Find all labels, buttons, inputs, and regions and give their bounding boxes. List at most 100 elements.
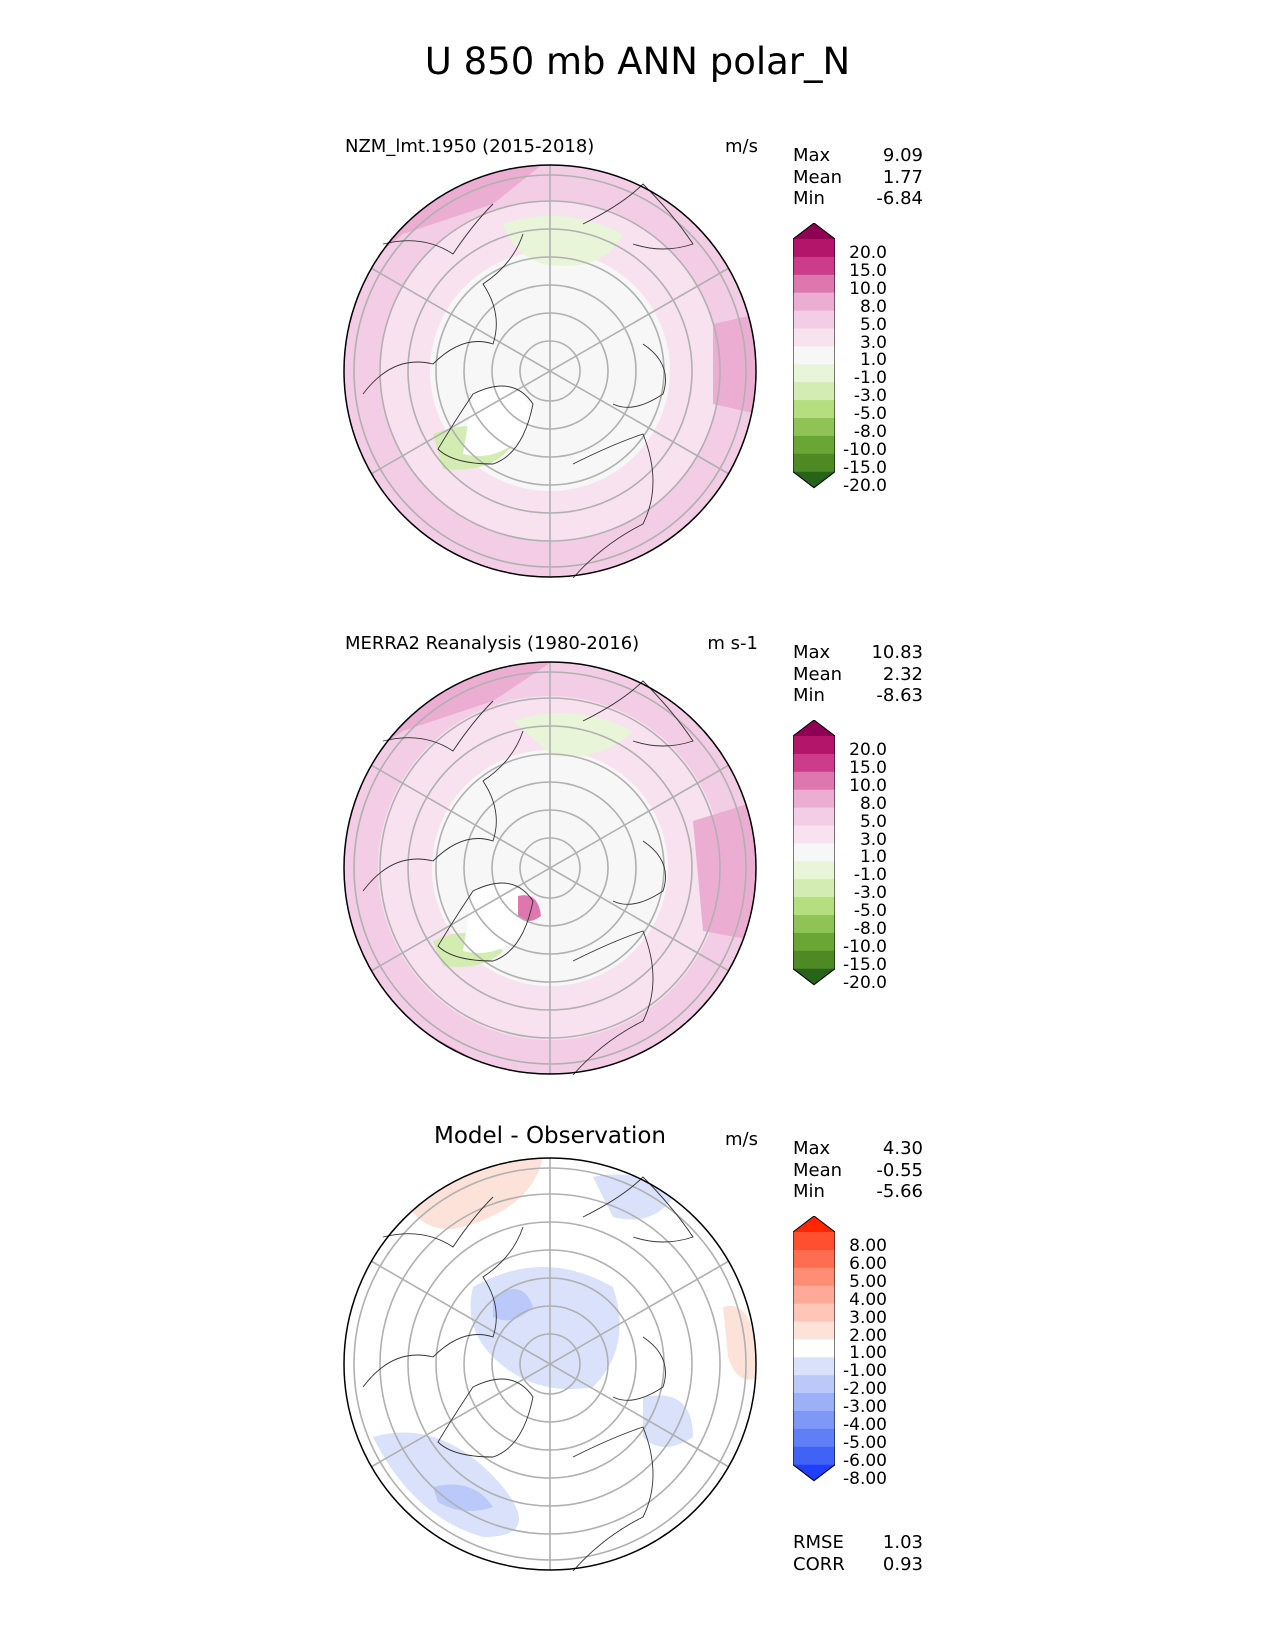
- colorbar-outline: [793, 720, 835, 986]
- cbar-tick: 6.00: [849, 1253, 887, 1274]
- colorbar-segment: [793, 861, 835, 880]
- map-boundary: [343, 1157, 757, 1571]
- figure-title: U 850 mb ANN polar_N: [424, 40, 851, 83]
- panel-diff: Model - Observation m/s Max 4.30 Mean -0.5…: [0, 0, 1275, 1571]
- error-stats: RMSE 1.03 CORR 0.93: [793, 1532, 923, 1575]
- colorbar-segment: [793, 346, 835, 365]
- colorbar-segment: [793, 807, 835, 826]
- stat-value: 1.77: [882, 166, 923, 188]
- panel-title: MERRA2 Reanalysis (1980-2016): [345, 633, 640, 654]
- stat-value: 0.93: [882, 1553, 923, 1575]
- coastlines: [362, 680, 694, 1075]
- stat-value: -8.63: [876, 685, 923, 707]
- stat-label: Max: [793, 1138, 831, 1159]
- field-neg-sw-core: [433, 1484, 493, 1511]
- cbar-tick: 8.0: [859, 296, 887, 317]
- cbar-tick: -8.0: [853, 919, 887, 940]
- colorbar-segment: [793, 310, 835, 329]
- colorbar-segment: [793, 771, 835, 791]
- cbar-tick: -2.00: [843, 1379, 887, 1400]
- field-pos-e: [723, 1305, 756, 1380]
- stat-label: Min: [793, 685, 825, 707]
- colorbar-labels: 20.0 15.0 10.0 8.0 5.0 3.0 1.0 -1.0 -3.0…: [837, 243, 887, 496]
- stat-label: CORR: [793, 1553, 845, 1575]
- colorbar-extend-bottom: [793, 471, 835, 488]
- polar-map: [343, 1157, 757, 1571]
- cbar-tick: 3.00: [849, 1307, 887, 1328]
- cbar-tick: 8.00: [849, 1236, 887, 1256]
- colorbar-segment: [793, 1249, 835, 1269]
- colorbar: [793, 223, 835, 489]
- cbar-tick: 1.0: [859, 847, 887, 868]
- coastlines: [362, 1176, 694, 1571]
- graticule: [353, 165, 747, 577]
- cbar-tick: -6.00: [843, 1450, 887, 1471]
- cbar-tick: -8.0: [853, 422, 887, 443]
- cbar-tick: -15.0: [843, 457, 887, 478]
- cbar-tick: 5.0: [859, 314, 887, 335]
- stat-label: Min: [793, 188, 825, 210]
- colorbar-segment: [793, 1303, 835, 1322]
- panel-stats: Max 4.30 Mean -0.55 Min -5.66: [793, 1138, 923, 1203]
- cbar-tick: -20.0: [843, 475, 887, 496]
- cbar-tick: 3.0: [859, 332, 887, 353]
- colorbar-segment: [793, 1411, 835, 1430]
- cbar-tick: 10.0: [849, 278, 887, 299]
- colorbar-segment: [793, 915, 835, 934]
- colorbar-segment: [793, 292, 835, 312]
- cbar-tick: 1.0: [859, 350, 887, 371]
- colorbar-segment: [793, 736, 835, 755]
- colorbar-segment: [793, 1339, 835, 1358]
- panel-units: m s-1: [707, 633, 758, 654]
- colorbar-segment: [793, 435, 835, 455]
- stat-label: Max: [793, 642, 831, 663]
- field-greenland: [463, 384, 533, 456]
- panel-title: Model - Observation: [433, 1123, 667, 1149]
- cbar-tick: -8.00: [843, 1468, 887, 1489]
- colorbar-outline: [793, 1216, 835, 1482]
- colorbar-segment: [793, 753, 835, 773]
- cbar-tick: -10.0: [843, 936, 887, 957]
- cbar-tick: -1.0: [853, 368, 887, 389]
- panel-units: m/s: [725, 136, 758, 157]
- colorbar-segment: [793, 843, 835, 862]
- panel-title: NZM_lmt.1950 (2015-2018): [345, 136, 595, 157]
- cbar-tick: -5.0: [853, 901, 887, 922]
- colorbar-extend-bottom: [793, 968, 835, 985]
- stat-label: Max: [793, 145, 831, 166]
- colorbar-labels: 8.00 6.00 5.00 4.00 3.00 2.00 1.00 -1.00…: [837, 1236, 887, 1489]
- stat-value: 1.03: [882, 1532, 923, 1553]
- stat-value: 4.30: [882, 1138, 923, 1159]
- field-low-arctic: [513, 713, 633, 757]
- colorbar-segment: [793, 932, 835, 952]
- colorbar-labels: 20.0 15.0 10.0 8.0 5.0 3.0 1.0 -1.0 -3.0…: [837, 740, 887, 993]
- cbar-tick: -1.0: [853, 865, 887, 886]
- colorbar: [793, 720, 835, 986]
- panel-obs: MERRA2 Reanalysis (1980-2016) m s-1 Max 1…: [0, 0, 1275, 1075]
- cbar-tick: -5.0: [853, 404, 887, 425]
- panel-model: NZM_lmt.1950 (2015-2018) m/s Max 9.09 Mea…: [0, 0, 1275, 578]
- colorbar-segment: [793, 879, 835, 898]
- graticule: [353, 1158, 747, 1570]
- field-low-arctic: [503, 216, 623, 266]
- cbar-tick: 20.0: [849, 243, 887, 263]
- field-high-e: [693, 801, 756, 941]
- cbar-tick: -3.0: [853, 386, 887, 407]
- cbar-tick: 20.0: [849, 740, 887, 760]
- map-boundary: [343, 164, 757, 578]
- cbar-tick: -20.0: [843, 972, 887, 993]
- colorbar-segment: [793, 1285, 835, 1305]
- panel-stats: Max 10.83 Mean 2.32 Min -8.63: [793, 642, 923, 707]
- coastlines: [362, 183, 694, 578]
- stat-label: Min: [793, 1181, 825, 1203]
- colorbar-segment: [793, 364, 835, 383]
- colorbar-segment: [793, 256, 835, 276]
- colorbar: [793, 1216, 835, 1482]
- colorbar-segment: [793, 328, 835, 347]
- stat-label: Mean: [793, 166, 843, 188]
- cbar-tick: 15.0: [849, 757, 887, 778]
- colorbar-segment: [793, 789, 835, 809]
- colorbar-segment: [793, 1446, 835, 1466]
- field-high-e: [713, 314, 756, 414]
- cbar-tick: 10.0: [849, 775, 887, 796]
